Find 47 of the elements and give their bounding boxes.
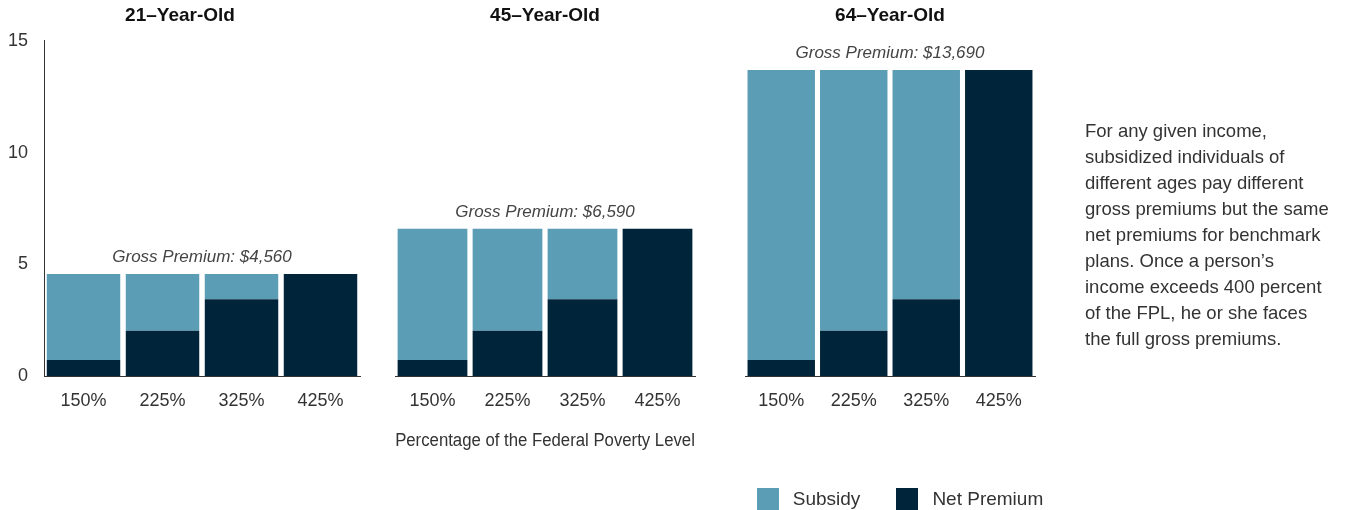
bar <box>547 299 618 376</box>
x-tick-label: 425% <box>975 389 1022 410</box>
bar <box>747 359 815 376</box>
bar <box>204 299 279 376</box>
bar <box>46 359 121 376</box>
x-tick-label: 225% <box>830 389 877 410</box>
x-tick-label: 225% <box>139 389 186 410</box>
y-tick-label: 5 <box>18 253 29 274</box>
bar <box>397 359 468 376</box>
bar <box>283 274 358 376</box>
bar <box>472 330 543 376</box>
x-axis-title: Percentage of the Federal Poverty Level <box>395 429 695 451</box>
annotation: Gross Premium: $6,590 <box>455 201 636 221</box>
bar <box>125 330 200 376</box>
x-tick-label: 150% <box>758 389 805 410</box>
y-tick-label: 0 <box>18 364 29 385</box>
bar <box>204 274 279 300</box>
chart-title: 64–Year-Old <box>835 3 945 25</box>
x-tick-label: 150% <box>409 389 456 410</box>
bar <box>820 70 888 331</box>
x-tick-label: 425% <box>297 389 344 410</box>
bar <box>547 228 618 300</box>
bar <box>892 299 960 376</box>
x-tick-label: 225% <box>484 389 531 410</box>
bar <box>46 274 121 360</box>
chart-title: 21–Year-Old <box>125 3 235 25</box>
annotation: Gross Premium: $13,690 <box>795 43 986 63</box>
x-tick-label: 150% <box>60 389 107 410</box>
bar <box>747 70 815 360</box>
y-tick-label: 15 <box>7 29 29 50</box>
bar <box>622 228 693 376</box>
text: For any given income, subsidized individuals of different ages pay different gross premiums but the same net premiums for benchmark plans. Once a person’s income exceeds 400 percent of the FPL, he or she faces the full gross premiums. <box>1085 120 1329 349</box>
x-tick-label: 325% <box>559 389 606 410</box>
x-tick-label: 425% <box>634 389 681 410</box>
y-tick-label: 10 <box>7 141 29 162</box>
annotation: Gross Premium: $4,560 <box>112 247 293 267</box>
chart-title: 45–Year-Old <box>490 3 600 25</box>
bar <box>820 330 888 376</box>
bar <box>965 70 1033 376</box>
x-tick-label: 325% <box>218 389 265 410</box>
bar <box>125 274 200 331</box>
legend-label: Net Premium <box>932 488 1044 510</box>
bar <box>397 228 468 360</box>
legend-label: Subsidy <box>792 488 861 510</box>
x-tick-label: 325% <box>903 389 950 410</box>
bar <box>472 228 543 331</box>
bar <box>892 70 960 300</box>
